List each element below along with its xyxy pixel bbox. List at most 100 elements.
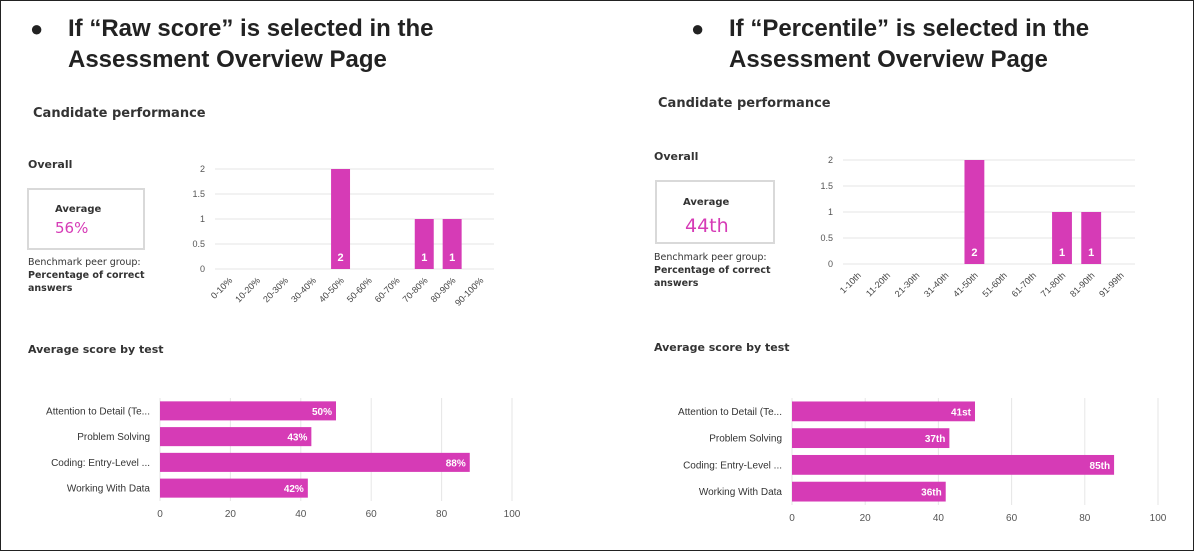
x-tick-label: 60-70%	[373, 275, 402, 304]
x-tick-label: 20	[225, 509, 237, 520]
y-tick-label: 2	[200, 164, 205, 174]
bar-value-label: 1	[1059, 247, 1065, 259]
average-card: Average 44th	[655, 180, 775, 244]
average-value: 56%	[55, 219, 89, 237]
x-tick-label: 41-50th	[951, 270, 980, 299]
y-tick-label: 0.5	[192, 239, 205, 249]
score-bar	[792, 481, 946, 502]
bullet: ●	[691, 16, 705, 41]
x-tick-label: 30-40%	[289, 275, 318, 304]
avg-score-by-test-title: Average score by test	[654, 341, 790, 354]
overall-title: Overall	[28, 158, 73, 171]
x-tick-label: 0	[157, 509, 163, 520]
x-tick-label: 61-70th	[1010, 270, 1039, 299]
benchmark-value-line-2: answers	[654, 278, 699, 289]
bar-value-label: 42%	[284, 484, 304, 495]
x-tick-label: 21-30th	[893, 270, 922, 299]
y-tick-label: 2	[828, 155, 833, 165]
average-card: Average 56%	[27, 188, 145, 250]
x-tick-label: 71-80th	[1039, 270, 1068, 299]
score-bar	[160, 401, 336, 421]
bar-value-label: 1	[421, 252, 427, 264]
score-bar	[160, 478, 308, 498]
score-bar	[792, 454, 1115, 475]
score-bar	[160, 452, 470, 472]
avg-score-by-test-title: Average score by test	[28, 343, 164, 356]
benchmark-peer-group: Benchmark peer group: Percentage of corr…	[28, 256, 178, 295]
histogram-bar	[1052, 212, 1072, 264]
heading-line-2: Assessment Overview Page	[68, 46, 387, 73]
panel-heading: ● If “Raw score” is selected in the Asse…	[30, 13, 590, 77]
x-tick-label: 80	[1079, 513, 1091, 524]
histogram-bar	[964, 160, 985, 264]
avg-score-by-test-chart: 0 20 40 60 80 100 Attention to Detail (Te... 41…	[678, 398, 1167, 524]
y-tick-label: 1	[200, 214, 205, 224]
category-label: Coding: Entry-Level ...	[683, 460, 782, 471]
x-tick-label: 31-40th	[922, 270, 951, 299]
heading-line-1: If “Percentile” is selected in the	[729, 15, 1090, 42]
x-tick-label: 20	[860, 513, 872, 524]
bar-value-label: 85th	[1090, 461, 1111, 472]
x-tick-label: 40-50%	[317, 275, 346, 304]
y-tick-label: 0	[828, 259, 833, 269]
raw-score-panel: ● If “Raw score” is selected in the Asse…	[0, 0, 597, 549]
category-label: Attention to Detail (Te...	[678, 407, 782, 418]
benchmark-label: Benchmark peer group:	[28, 257, 141, 268]
x-tick-label: 0	[789, 513, 795, 524]
category-label: Working With Data	[67, 484, 151, 495]
bar-value-label: 43%	[287, 433, 307, 444]
category-label: Problem Solving	[77, 432, 150, 443]
benchmark-peer-group: Benchmark peer group: Percentage of corr…	[654, 251, 804, 290]
x-tick-label: 100	[504, 509, 521, 520]
bullet: ●	[30, 16, 44, 41]
score-bar	[792, 401, 975, 422]
average-label: Average	[55, 204, 102, 215]
x-tick-label: 81-90th	[1068, 270, 1097, 299]
heading-line-1: If “Raw score” is selected in the	[68, 15, 434, 42]
x-tick-label: 11-20th	[864, 270, 892, 298]
y-tick-label: 1.5	[192, 189, 205, 199]
category-label: Attention to Detail (Te...	[46, 406, 150, 417]
score-bar	[160, 427, 312, 447]
category-label: Working With Data	[699, 487, 783, 498]
bar-value-label: 2	[971, 247, 977, 259]
candidate-performance-title: Candidate performance	[658, 96, 831, 111]
x-tick-label: 70-80%	[401, 275, 430, 304]
benchmark-value-line-1: Percentage of correct	[28, 270, 145, 281]
candidate-performance-title: Candidate performance	[33, 106, 206, 121]
y-tick-label: 0	[200, 264, 205, 274]
x-tick-label: 60	[366, 509, 378, 520]
x-tick-label: 90-100%	[453, 275, 486, 308]
bar-value-label: 41st	[951, 407, 972, 418]
x-tick-label: 80	[436, 509, 448, 520]
x-tick-label: 20-30%	[261, 275, 290, 304]
benchmark-label: Benchmark peer group:	[654, 252, 767, 263]
overall-score-histogram: 0 0.5 1 1.5 2 0-10%10-20%20-30%30-40% 2 40-50%5…	[192, 164, 494, 308]
y-tick-label: 1	[828, 207, 833, 217]
y-tick-label: 1.5	[820, 181, 833, 191]
x-tick-label: 51-60th	[980, 270, 1009, 299]
x-tick-label: 1-10th	[838, 270, 863, 295]
bar-value-label: 50%	[312, 407, 332, 418]
overall-score-histogram: 0 0.5 1 1.5 2 1-10th 11-20th 21-30th 31-40th 2 41-…	[820, 155, 1135, 299]
x-tick-label: 91-99th	[1097, 270, 1126, 299]
category-label: Coding: Entry-Level ...	[51, 458, 150, 469]
overall-title: Overall	[654, 150, 699, 163]
heading-line-2: Assessment Overview Page	[729, 46, 1048, 73]
x-tick-label: 50-60%	[345, 275, 374, 304]
bar-value-label: 36th	[921, 488, 942, 499]
avg-score-by-test-chart: 0 20 40 60 80 100 Attention to Detail (Te... 50…	[46, 398, 521, 520]
score-bar	[792, 428, 950, 449]
x-tick-label: 40	[933, 513, 945, 524]
bar-value-label: 88%	[446, 458, 466, 469]
y-tick-label: 0.5	[820, 233, 833, 243]
average-label: Average	[683, 197, 730, 208]
x-tick-label: 0-10%	[209, 275, 234, 300]
category-label: Problem Solving	[709, 434, 782, 445]
benchmark-value-line-1: Percentage of correct	[654, 265, 771, 276]
histogram-bar	[331, 169, 351, 269]
bar-value-label: 37th	[925, 434, 946, 445]
x-tick-label: 60	[1006, 513, 1018, 524]
x-tick-label: 40	[295, 509, 307, 520]
average-value: 44th	[685, 215, 729, 237]
